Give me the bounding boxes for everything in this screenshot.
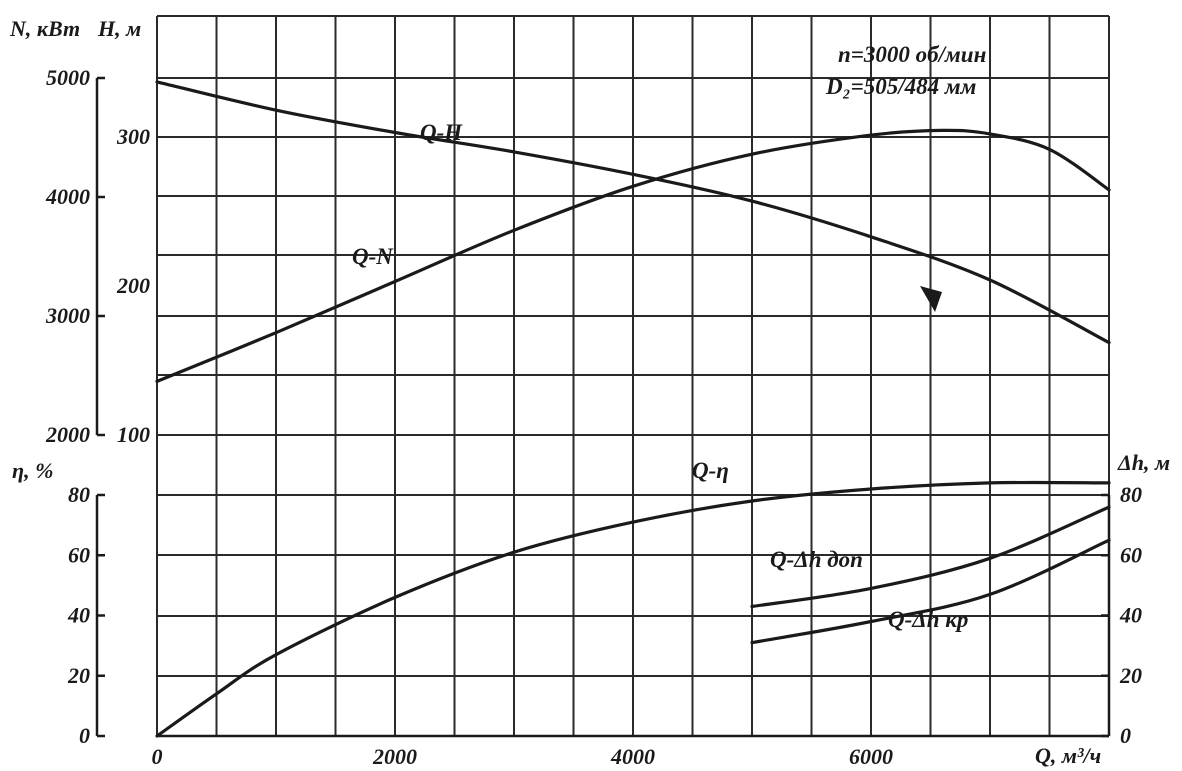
h-axis-title: H, м (97, 16, 141, 41)
h-tick-label: 200 (116, 273, 150, 298)
eta-tick-label: 40 (67, 603, 90, 628)
q-eta-curve (155, 480, 1111, 738)
x-tick-label: 0 (152, 744, 163, 769)
h-tick-label: 100 (117, 422, 150, 447)
x-tick-label: 4000 (610, 744, 655, 769)
label-q-h: Q-H (420, 120, 463, 145)
q-h-curve (155, 80, 1111, 345)
eta-tick-label: 80 (68, 482, 90, 507)
n-axis-title: N, кВт (9, 16, 80, 41)
n-tick-label: 5000 (46, 65, 90, 90)
n-tick-label: 4000 (45, 184, 90, 209)
curves (155, 80, 1111, 738)
label-q-dh-kr: Q-Δh кр (888, 607, 968, 632)
n-tick-label: 3000 (45, 303, 90, 328)
dh-tick-label: 40 (1119, 603, 1142, 628)
eta-tick-label: 0 (79, 723, 90, 748)
dh-tick-label: 0 (1120, 723, 1131, 748)
label-q-dh-dop: Q-Δh доп (770, 547, 863, 572)
label-q-n: Q-N (352, 244, 394, 269)
h-tick-label: 300 (116, 124, 150, 149)
dh-axis-title: Δh, м (1117, 450, 1170, 475)
dh-tick-label: 80 (1120, 482, 1142, 507)
x-tick-label: 2000 (372, 744, 417, 769)
grid-lines (156, 15, 1110, 737)
axes (95, 76, 1111, 738)
n-tick-label: 2000 (45, 422, 90, 447)
q-n-curve (155, 128, 1111, 383)
dh-tick-label: 60 (1120, 542, 1142, 567)
label-q-eta: Q-η (692, 458, 729, 483)
eta-tick-label: 20 (67, 663, 90, 688)
tick-labels: 0 2000 4000 6000200030004000500010020030002… (45, 65, 1142, 769)
eta-tick-label: 60 (68, 542, 90, 567)
q-dh-dop-curve (750, 505, 1111, 609)
impeller-annotation: D₂=505/484 мм (825, 74, 976, 99)
q-h-direction-arrow (920, 286, 942, 312)
x-axis-title: Q, м³/ч (1035, 743, 1101, 768)
speed-annotation: n=3000 об/мин (838, 42, 987, 67)
x-tick-label: 6000 (849, 744, 893, 769)
eta-axis-title: η, % (12, 458, 53, 483)
dh-tick-label: 20 (1119, 663, 1142, 688)
q-dh-kr-curve (750, 538, 1111, 645)
